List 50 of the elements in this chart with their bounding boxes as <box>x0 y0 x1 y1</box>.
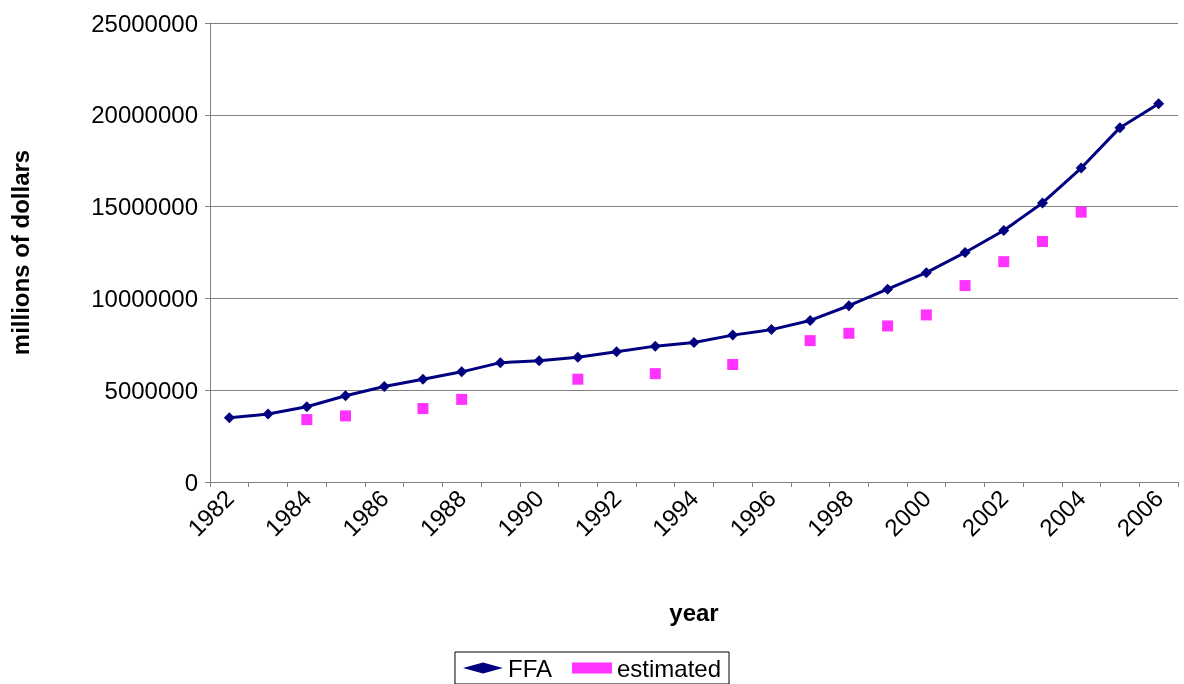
point <box>920 267 932 279</box>
point <box>727 359 739 370</box>
point <box>920 309 932 321</box>
point <box>1114 122 1126 134</box>
point <box>340 410 352 422</box>
point <box>1153 98 1165 110</box>
point <box>340 390 352 402</box>
point <box>1075 162 1087 174</box>
point <box>882 320 894 332</box>
point <box>804 314 816 326</box>
point <box>688 336 700 348</box>
y-tick-label: 20000000 <box>91 101 198 129</box>
point <box>456 393 468 405</box>
y-tick-label: 5000000 <box>104 376 198 404</box>
point <box>843 327 855 339</box>
point <box>959 247 971 258</box>
y-tick-label: 10000000 <box>91 284 198 312</box>
point <box>456 366 468 378</box>
point <box>649 368 661 380</box>
point <box>533 355 545 367</box>
point <box>417 373 429 385</box>
point <box>1036 235 1048 247</box>
x-axis-title: year <box>669 598 719 626</box>
point <box>301 414 313 426</box>
point <box>649 340 661 352</box>
point <box>572 373 584 385</box>
point <box>572 351 584 363</box>
y-tick-label: 0 <box>184 468 198 496</box>
point <box>765 324 777 336</box>
point <box>262 408 274 420</box>
point <box>301 401 313 413</box>
point <box>998 256 1010 268</box>
point <box>611 346 623 358</box>
point <box>1036 197 1048 209</box>
point <box>998 224 1010 236</box>
point <box>804 335 816 347</box>
point <box>727 329 739 341</box>
point <box>223 412 235 424</box>
legend-label: estimated <box>616 654 722 682</box>
y-tick-label: 15000000 <box>91 193 198 221</box>
point <box>417 403 429 415</box>
point <box>1075 206 1087 218</box>
legend-label: FFA <box>507 654 552 682</box>
point <box>843 300 855 312</box>
point <box>882 283 894 295</box>
y-axis-title: millions of dollars <box>6 149 34 356</box>
y-tick-label: 25000000 <box>91 9 198 37</box>
point <box>959 280 971 292</box>
point <box>494 357 506 369</box>
point <box>378 381 390 393</box>
